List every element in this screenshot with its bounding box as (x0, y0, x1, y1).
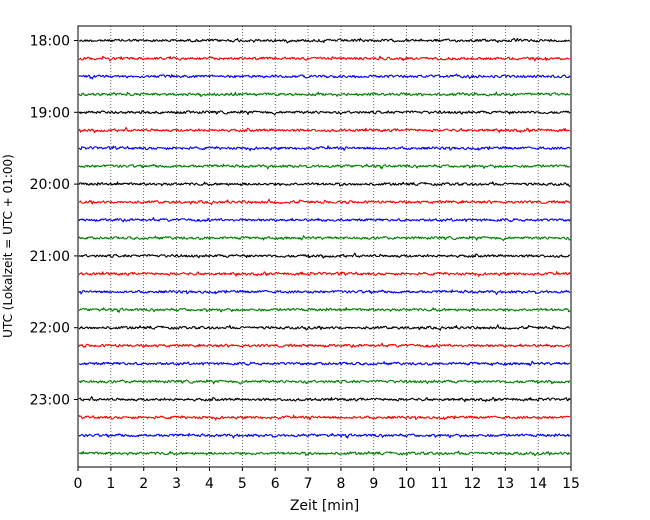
trace-2145 (78, 307, 571, 313)
x-axis: 0 1 2 3 4 5 6 7 8 9 10 11 12 13 14 15 (74, 467, 580, 492)
x-tick-label-0: 0 (74, 476, 83, 492)
trace-2115 (78, 271, 571, 277)
trace-1800 (78, 37, 571, 44)
trace-2345 (78, 450, 571, 457)
trace-2215 (78, 342, 571, 349)
y-tick-label-18:00: 18:00 (30, 34, 70, 50)
trace-2330 (78, 432, 571, 439)
x-tick-label-2: 2 (139, 476, 148, 492)
trace-2030 (78, 217, 571, 223)
trace-1845 (78, 91, 571, 98)
trace-2045 (78, 235, 571, 242)
x-tick-label-1: 1 (106, 476, 115, 492)
y-axis-label: UTC (Lokalzeit = UTC + 01:00) (1, 154, 15, 338)
y-axis: 18:00 19:00 20:00 21:00 22:00 23:00 (30, 34, 78, 409)
x-axis-label: Zeit [min] (290, 498, 359, 514)
trace-1815 (78, 55, 571, 62)
trace-2015 (78, 198, 571, 206)
trace-2300 (78, 396, 571, 403)
y-tick-label-20:00: 20:00 (30, 177, 70, 193)
trace-1945 (78, 163, 571, 170)
trace-1930 (78, 145, 571, 152)
x-tick-label-8: 8 (336, 476, 345, 492)
trace-2200 (78, 324, 571, 331)
x-tick-label-11: 11 (431, 476, 449, 492)
x-tick-label-6: 6 (271, 476, 280, 492)
trace-2315 (78, 414, 571, 421)
trace-2230 (78, 360, 571, 367)
x-tick-label-10: 10 (398, 476, 416, 492)
trace-group (78, 37, 571, 457)
x-tick-label-13: 13 (496, 476, 514, 492)
trace-2100 (78, 252, 571, 259)
y-tick-label-21:00: 21:00 (30, 249, 70, 265)
x-tick-label-7: 7 (304, 476, 313, 492)
x-tick-label-15: 15 (562, 476, 580, 492)
x-tick-label-12: 12 (463, 476, 481, 492)
y-tick-label-19:00: 19:00 (30, 105, 70, 121)
plot-frame (77, 25, 572, 468)
y-tick-label-22:00: 22:00 (30, 321, 70, 337)
y-tick-label-23:00: 23:00 (30, 393, 70, 409)
trace-2130 (78, 289, 571, 295)
trace-1900 (78, 110, 571, 116)
x-tick-label-9: 9 (369, 476, 378, 492)
x-tick-label-3: 3 (172, 476, 181, 492)
trace-1830 (78, 73, 571, 80)
x-tick-label-14: 14 (529, 476, 547, 492)
trace-2245 (78, 379, 571, 385)
x-tick-label-4: 4 (205, 476, 214, 492)
trace-1915 (78, 126, 571, 134)
x-tick-label-5: 5 (238, 476, 247, 492)
trace-2000 (78, 181, 571, 187)
